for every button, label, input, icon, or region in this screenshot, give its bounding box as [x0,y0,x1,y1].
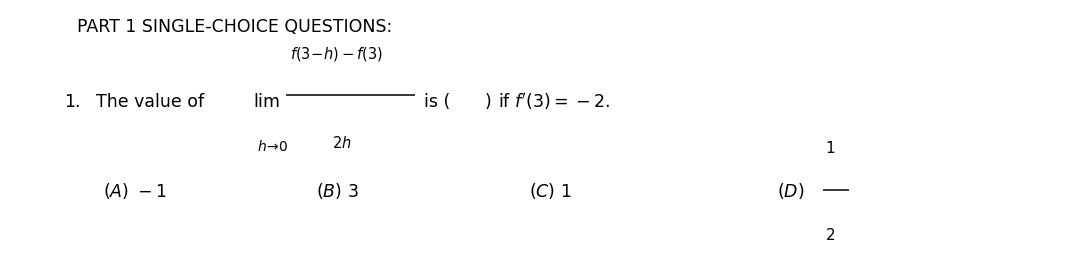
Text: $(D)$: $(D)$ [777,181,805,200]
Text: $(C)\ 1$: $(C)\ 1$ [529,181,572,200]
Text: 1.: 1. [64,93,80,110]
Text: $(A)\ -1$: $(A)\ -1$ [103,181,167,200]
Text: $h\!\to\!0$: $h\!\to\!0$ [257,139,288,153]
Text: $1$: $1$ [825,139,836,155]
Text: is (: is ( [424,93,450,110]
Text: PART 1 SINGLE-CHOICE QUESTIONS:: PART 1 SINGLE-CHOICE QUESTIONS: [77,18,392,36]
Text: The value of: The value of [96,93,204,110]
Text: $\lim$: $\lim$ [253,93,280,110]
Text: $2h$: $2h$ [332,134,351,150]
Text: $f(3\!-\!h)-f(3)$: $f(3\!-\!h)-f(3)$ [290,44,382,62]
Text: if $f'(3) = -2.$: if $f'(3) = -2.$ [498,91,610,112]
Text: ): ) [485,93,491,110]
Text: $(B)\ 3$: $(B)\ 3$ [316,181,359,200]
Text: $2$: $2$ [825,226,836,242]
